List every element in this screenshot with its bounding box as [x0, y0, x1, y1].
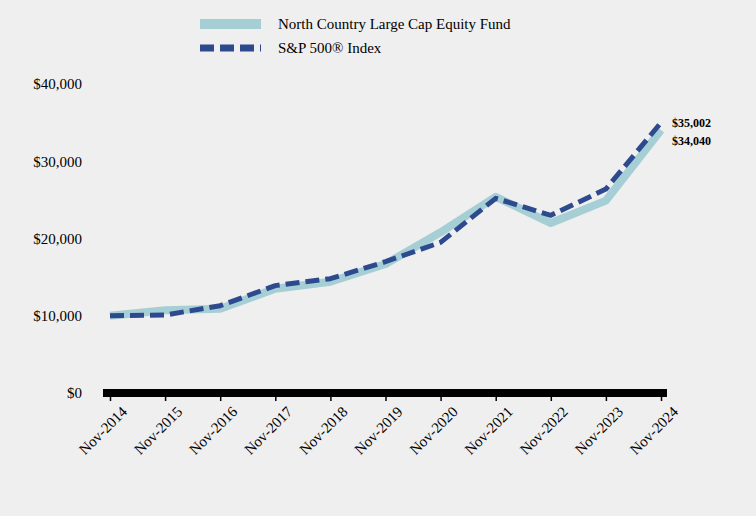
x-tick-label: Nov-2014 — [76, 403, 131, 458]
x-tick: Nov-2021 — [462, 393, 516, 458]
y-tick-label: $30,000 — [33, 154, 82, 170]
y-tick-label: $40,000 — [33, 76, 82, 92]
x-tick: Nov-2024 — [627, 393, 682, 458]
x-tick: Nov-2016 — [186, 393, 241, 458]
x-tick: Nov-2023 — [572, 393, 626, 458]
x-tick-label: Nov-2020 — [407, 403, 461, 457]
x-tick-mark — [330, 393, 332, 401]
x-tick-label: Nov-2015 — [131, 403, 185, 457]
x-tick-label: Nov-2023 — [572, 403, 626, 457]
x-tick-mark — [606, 393, 608, 401]
x-tick: Nov-2015 — [131, 393, 185, 458]
y-tick-label: $10,000 — [33, 308, 82, 324]
x-tick: Nov-2020 — [407, 393, 461, 458]
data-label: $34,040 — [672, 134, 711, 148]
x-tick-label: Nov-2022 — [517, 403, 571, 457]
x-tick-label: Nov-2016 — [186, 403, 241, 458]
x-tick-mark — [385, 393, 387, 401]
x-tick-mark — [440, 393, 442, 401]
x-tick: Nov-2022 — [517, 393, 571, 458]
y-tick: $20,000 — [33, 231, 110, 247]
x-tick: Nov-2018 — [296, 393, 350, 458]
x-tick-mark — [551, 393, 553, 401]
chart: $0$10,000$20,000$30,000$40,000Nov-2014No… — [0, 0, 756, 516]
x-tick-mark — [165, 393, 167, 401]
y-tick-label: $20,000 — [33, 231, 82, 247]
legend-label: S&P 500® Index — [278, 40, 382, 56]
plot-area — [110, 123, 661, 316]
x-tick: Nov-2019 — [351, 393, 405, 458]
data-label: $35,002 — [672, 116, 711, 130]
y-tick: $10,000 — [33, 308, 110, 324]
y-tick-label: $0 — [67, 385, 82, 401]
background — [0, 0, 756, 516]
x-tick-label: Nov-2019 — [351, 403, 405, 457]
x-tick-label: Nov-2018 — [296, 403, 350, 457]
x-tick-label: Nov-2021 — [462, 403, 516, 457]
x-tick-label: Nov-2024 — [627, 403, 682, 458]
y-tick: $30,000 — [33, 154, 110, 170]
series-line — [110, 123, 661, 316]
x-axis: Nov-2014Nov-2015Nov-2016Nov-2017Nov-2018… — [76, 393, 682, 458]
x-tick-mark — [110, 393, 112, 401]
x-tick-mark — [661, 393, 663, 401]
legend-label: North Country Large Cap Equity Fund — [278, 16, 511, 32]
data-labels: $35,002 $34,040 — [672, 116, 711, 148]
x-tick-label: Nov-2017 — [241, 403, 296, 458]
x-tick: Nov-2017 — [241, 393, 296, 458]
y-tick: $40,000 — [33, 76, 110, 92]
legend-swatch — [200, 45, 261, 52]
legend: North Country Large Cap Equity Fund S&P 5… — [200, 16, 511, 56]
x-tick: Nov-2014 — [76, 393, 131, 458]
x-tick-mark — [495, 393, 497, 401]
series-line — [110, 130, 661, 316]
x-tick-mark — [275, 393, 277, 401]
legend-swatch — [200, 19, 261, 29]
y-axis: $0 $10,000 $20,000 $30,000 $40,000 — [33, 76, 110, 401]
y-axis-line — [110, 85, 111, 394]
x-axis-line — [103, 389, 667, 397]
x-tick-mark — [220, 393, 222, 401]
